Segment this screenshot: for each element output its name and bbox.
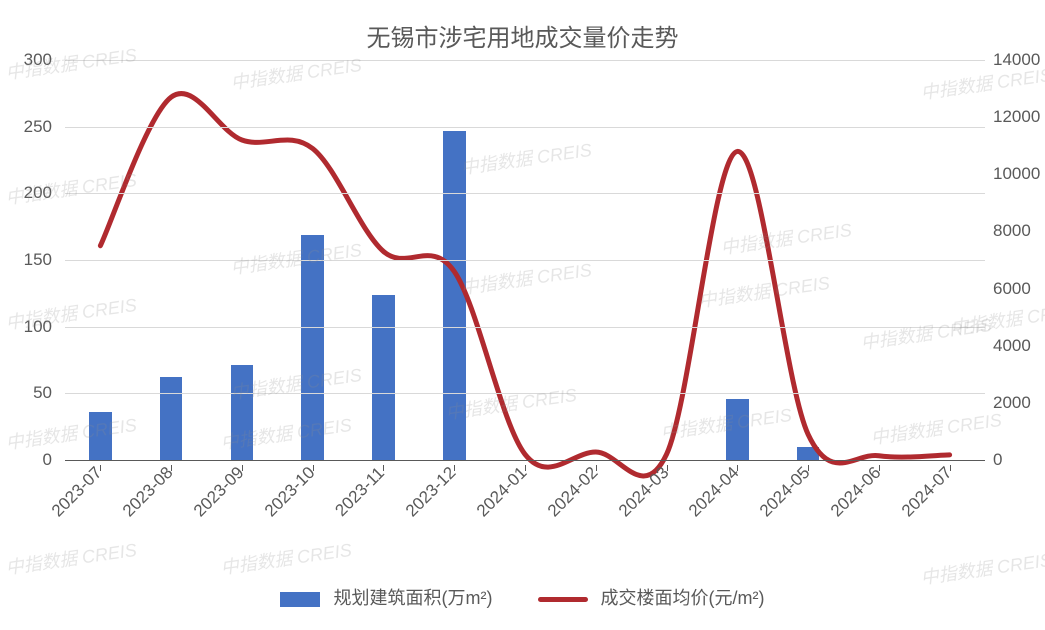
gridline (65, 60, 985, 61)
x-tick-label: 2023-09 (190, 463, 248, 521)
y-right-tick: 4000 (993, 336, 1031, 356)
x-tick-label: 2023-10 (261, 463, 319, 521)
x-tick-label: 2024-07 (898, 463, 956, 521)
x-tick-label: 2024-05 (756, 463, 814, 521)
y-left-tick: 150 (24, 250, 52, 270)
legend-bar-swatch (280, 592, 320, 607)
x-tick-label: 2023-12 (402, 463, 460, 521)
y-right-tick: 2000 (993, 393, 1031, 413)
legend-item-line: 成交楼面均价(元/m²) (538, 584, 765, 610)
legend-item-bars: 规划建筑面积(万m²) (280, 584, 492, 610)
legend-line-label: 成交楼面均价(元/m²) (601, 588, 765, 608)
y-right-tick: 8000 (993, 221, 1031, 241)
x-tick-mark (100, 465, 101, 471)
x-tick-mark (454, 465, 455, 471)
legend-line-swatch (538, 597, 588, 602)
x-tick-mark (737, 465, 738, 471)
y-right-tick: 6000 (993, 279, 1031, 299)
y-right-tick: 12000 (993, 107, 1040, 127)
gridline (65, 260, 985, 261)
y-left-tick: 300 (24, 50, 52, 70)
x-axis: 2023-072023-082023-092023-102023-112023-… (65, 465, 985, 545)
legend: 规划建筑面积(万m²) 成交楼面均价(元/m²) (0, 584, 1045, 610)
chart-title: 无锡市涉宅用地成交量价走势 (0, 18, 1045, 53)
line-series (100, 94, 949, 476)
y-left-tick: 250 (24, 117, 52, 137)
gridline (65, 460, 985, 461)
legend-bar-label: 规划建筑面积(万m²) (334, 588, 493, 608)
y-right-tick: 10000 (993, 164, 1040, 184)
y-left-tick: 100 (24, 317, 52, 337)
y-right-tick: 14000 (993, 50, 1040, 70)
x-tick-mark (383, 465, 384, 471)
x-tick-label: 2024-01 (473, 463, 531, 521)
y-left-tick: 0 (43, 450, 52, 470)
gridline (65, 393, 985, 394)
y-axis-right: 02000400060008000100001200014000 (985, 60, 1045, 460)
y-axis-left: 050100150200250300 (0, 60, 60, 460)
y-left-tick: 200 (24, 183, 52, 203)
x-tick-label: 2024-06 (827, 463, 885, 521)
x-tick-label: 2023-11 (332, 463, 389, 520)
y-right-tick: 0 (993, 450, 1002, 470)
y-left-tick: 50 (33, 383, 52, 403)
x-tick-label: 2023-07 (48, 463, 106, 521)
chart-container: 无锡市涉宅用地成交量价走势 0 50 100 150 200 250 300 0 2000 40… (0, 0, 1045, 630)
gridline (65, 327, 985, 328)
x-tick-label: 2024-03 (614, 463, 672, 521)
x-tick-label: 2023-08 (119, 463, 177, 521)
gridline (65, 127, 985, 128)
x-tick-mark (171, 465, 172, 471)
x-tick-label: 2024-04 (685, 463, 743, 521)
gridline (65, 193, 985, 194)
x-tick-label: 2024-02 (544, 463, 602, 521)
plot-area (65, 60, 985, 460)
